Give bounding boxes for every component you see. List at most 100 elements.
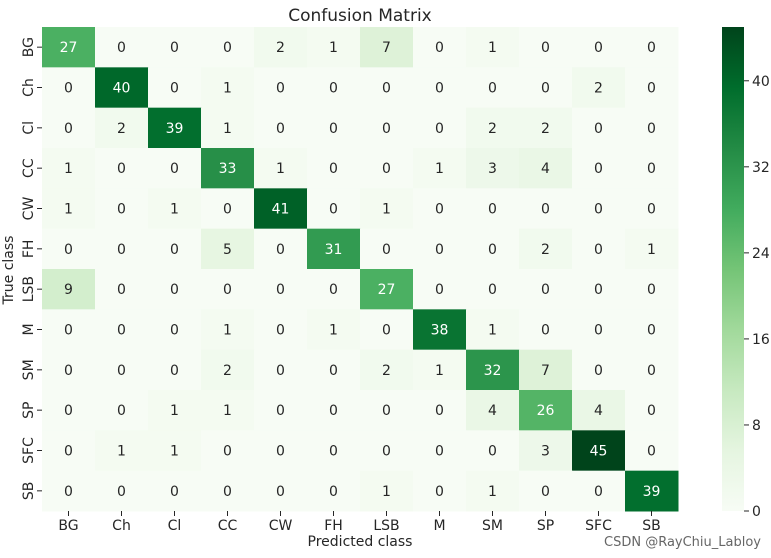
cell-value-label: 1: [488, 40, 497, 56]
cell-value-label: 0: [488, 202, 497, 218]
heatmap-cell: [360, 470, 414, 512]
cell-value-label: 1: [382, 484, 391, 500]
heatmap-cell: [466, 269, 520, 310]
heatmap-cell: [625, 27, 679, 68]
cell-value-label: 0: [276, 323, 285, 339]
cell-value-label: 0: [117, 161, 126, 177]
heatmap-cell: [201, 390, 255, 431]
cell-value-label: 0: [276, 484, 285, 500]
heatmap-cell: [360, 269, 414, 310]
heatmap-cell: [307, 67, 361, 109]
heatmap-cell: [254, 309, 308, 351]
heatmap-cell: [42, 349, 96, 391]
colorbar-tick-label: 32: [752, 160, 770, 176]
cell-value-label: 0: [117, 484, 126, 500]
heatmap-cell: [519, 188, 573, 230]
cell-value-label: 1: [435, 161, 444, 177]
heatmap-cell: [307, 309, 361, 351]
cell-value-label: 31: [325, 242, 343, 258]
heatmap-cell: [307, 269, 361, 310]
cell-value-label: 0: [647, 363, 656, 379]
heatmap-cell: [466, 390, 520, 431]
cell-value-label: 0: [382, 242, 391, 258]
y-tick-label: CC: [21, 158, 37, 178]
cell-value-label: 0: [223, 40, 232, 56]
heatmap-cell: [201, 228, 255, 270]
cell-value-label: 2: [223, 363, 232, 379]
heatmap-cell: [572, 430, 626, 472]
cell-value-label: 0: [276, 81, 285, 97]
cell-value-label: 0: [382, 161, 391, 177]
x-tick-label: Ch: [112, 518, 131, 534]
x-tick-label: M: [433, 518, 445, 534]
heatmap-cell: [625, 188, 679, 230]
y-tick-label: SM: [21, 359, 37, 380]
cell-value-label: 41: [272, 202, 290, 218]
cell-value-label: 0: [329, 444, 338, 460]
cell-value-label: 0: [117, 363, 126, 379]
heatmap-cell: [625, 148, 679, 189]
heatmap-cell: [625, 349, 679, 391]
cell-value-label: 0: [647, 403, 656, 419]
heatmap-cell: [466, 148, 520, 189]
cell-value-label: 0: [329, 484, 338, 500]
heatmap-cell: [254, 188, 308, 230]
cell-value-label: 0: [170, 484, 179, 500]
heatmap-cell: [95, 27, 149, 68]
heatmap-cell: [413, 309, 467, 351]
cell-value-label: 0: [276, 444, 285, 460]
cell-value-label: 0: [541, 282, 550, 298]
cell-value-label: 2: [117, 121, 126, 137]
heatmap-cell: [95, 349, 149, 391]
x-tick-label: Cl: [168, 518, 182, 534]
heatmap-cell: [625, 430, 679, 472]
chart-title: Confusion Matrix: [288, 6, 432, 26]
heatmap-cell: [360, 309, 414, 351]
heatmap-cell: [307, 470, 361, 512]
heatmap-cell: [201, 188, 255, 230]
heatmap-cell: [201, 148, 255, 189]
cell-value-label: 0: [541, 81, 550, 97]
cell-value-label: 33: [219, 161, 237, 177]
heatmap-cell: [95, 188, 149, 230]
heatmap-cell: [148, 309, 202, 351]
heatmap-cell: [572, 228, 626, 270]
heatmap-cell: [519, 148, 573, 189]
heatmap-cell: [307, 188, 361, 230]
cell-value-label: 1: [64, 161, 73, 177]
cell-value-label: 2: [488, 121, 497, 137]
cell-value-label: 4: [488, 403, 497, 419]
cell-value-label: 1: [117, 444, 126, 460]
y-axis-label: True class: [1, 236, 17, 306]
heatmap-cell: [148, 470, 202, 512]
cell-value-label: 0: [276, 121, 285, 137]
heatmap-cell: [148, 269, 202, 310]
heatmap-cell: [519, 269, 573, 310]
heatmap-cell: [572, 188, 626, 230]
cell-value-label: 0: [276, 242, 285, 258]
heatmap-cell: [95, 390, 149, 431]
cell-value-label: 0: [435, 202, 444, 218]
cell-value-label: 0: [435, 121, 444, 137]
cell-value-label: 0: [117, 403, 126, 419]
cell-value-label: 1: [64, 202, 73, 218]
cell-value-label: 0: [647, 323, 656, 339]
cell-value-label: 0: [594, 363, 603, 379]
cell-value-label: 9: [64, 282, 73, 298]
heatmap-cell: [572, 309, 626, 351]
cell-value-label: 0: [541, 40, 550, 56]
cell-value-label: 1: [382, 202, 391, 218]
cell-value-label: 0: [594, 121, 603, 137]
cell-value-label: 0: [541, 323, 550, 339]
heatmap-cell: [572, 470, 626, 512]
cell-value-label: 0: [594, 484, 603, 500]
heatmap-cell: [466, 430, 520, 472]
cell-value-label: 0: [329, 282, 338, 298]
cell-value-label: 0: [647, 121, 656, 137]
x-tick-label: SB: [642, 518, 661, 534]
cell-value-label: 0: [594, 323, 603, 339]
heatmap-cell: [519, 349, 573, 391]
cell-value-label: 0: [435, 403, 444, 419]
heatmap-cell: [201, 107, 255, 149]
heatmap-cell: [360, 148, 414, 189]
